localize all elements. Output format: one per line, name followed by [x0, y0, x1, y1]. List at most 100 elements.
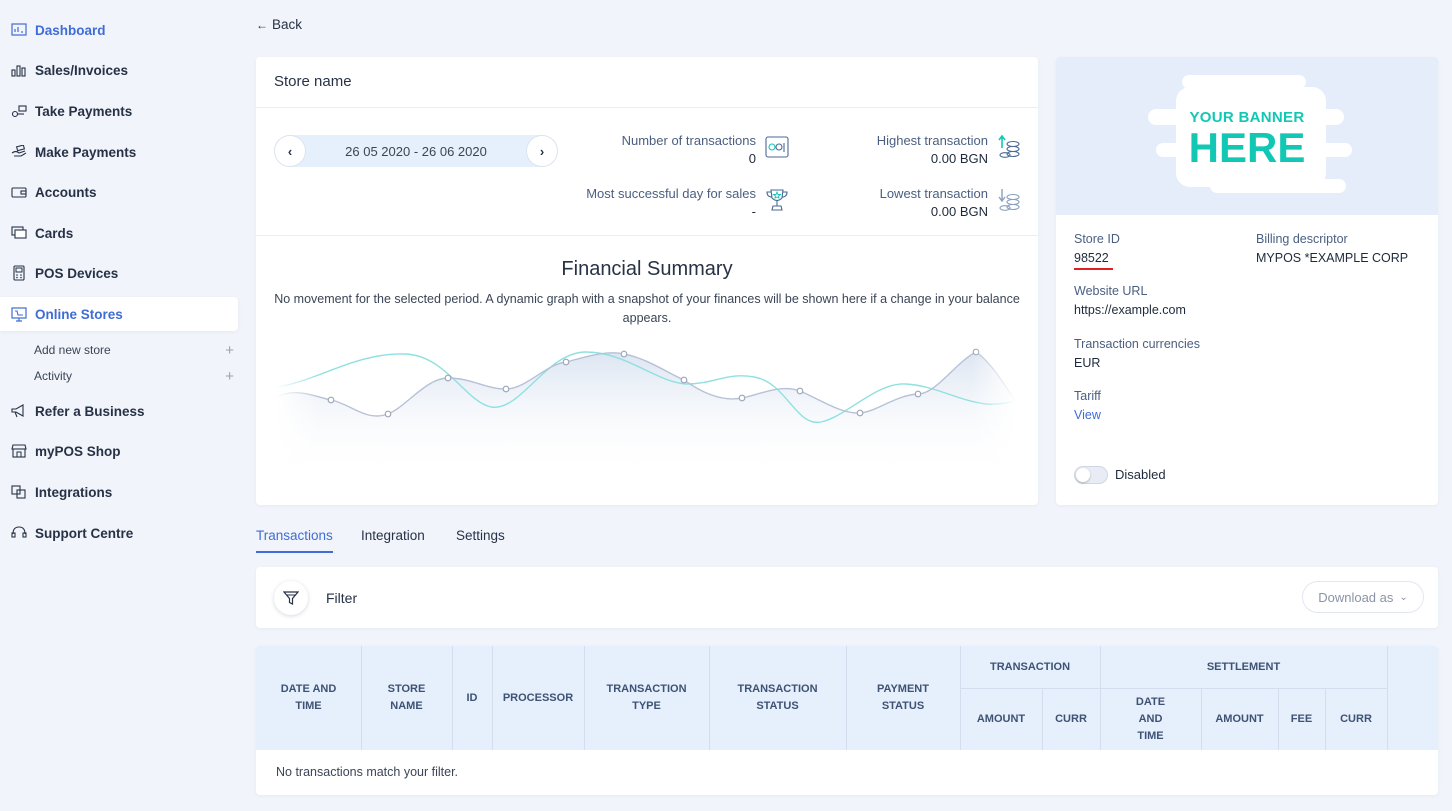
col-settlement-amount[interactable]: AMOUNT [1215, 712, 1264, 725]
financial-summary-text: No movement for the selected period. A d… [274, 292, 1020, 325]
divider [256, 235, 1038, 236]
website-url-label: Website URL [1074, 284, 1148, 298]
download-as-label: Download as [1318, 589, 1394, 605]
store-summary-card: Store name ‹ 26 05 2020 - 26 06 2020 › N… [256, 57, 1038, 505]
sidebar: Dashboard Sales/Invoices Take Payments M… [0, 0, 238, 811]
column-divider [584, 646, 585, 750]
calculator-icon [764, 134, 790, 160]
plus-icon[interactable]: + [225, 367, 234, 385]
sidebar-item-label: POS Devices [35, 265, 119, 281]
col-store-name[interactable]: STORE NAME [387, 683, 426, 712]
tariff-view-link[interactable]: View [1074, 408, 1101, 422]
date-range-picker[interactable]: ‹ 26 05 2020 - 26 06 2020 › [274, 135, 558, 167]
payments-in-icon [10, 103, 27, 120]
col-transaction-type[interactable]: TRANSACTION TYPE [606, 683, 687, 712]
transactions-table: DATE AND TIME STORE NAME ID PROCESSOR TR… [256, 646, 1438, 795]
col-settlement-fee[interactable]: FEE [1290, 712, 1313, 725]
sidebar-item-cards[interactable]: Cards [0, 216, 238, 250]
column-divider [1325, 688, 1326, 750]
col-settlement-curr[interactable]: CURR [1340, 712, 1372, 725]
filter-bar: Filter Download as ⌄ [256, 567, 1438, 628]
sidebar-item-online-stores[interactable]: Online Stores [0, 297, 238, 331]
sidebar-item-label: Integrations [35, 484, 113, 500]
col-group-transaction: TRANSACTION [989, 660, 1071, 673]
integrations-icon [10, 484, 27, 501]
dashboard-icon [10, 22, 27, 39]
col-date-and-time[interactable]: DATE AND TIME [280, 683, 337, 712]
store-id-value: 98522 [1074, 251, 1109, 265]
megaphone-icon [10, 403, 27, 420]
sidebar-item-take-payments[interactable]: Take Payments [0, 94, 238, 128]
sidebar-item-integrations[interactable]: Integrations [0, 475, 238, 509]
col-transaction-status[interactable]: TRANSACTION STATUS [737, 683, 818, 712]
col-transaction-amount[interactable]: AMOUNT [976, 712, 1026, 725]
trophy-icon [764, 187, 790, 213]
bar-chart-icon [10, 62, 27, 79]
chevron-right-icon[interactable]: › [526, 135, 558, 167]
chevron-left-icon[interactable]: ‹ [274, 135, 306, 167]
column-divider [709, 646, 710, 750]
financial-summary-title: Financial Summary [561, 258, 733, 280]
store-title: Store name [256, 57, 1038, 108]
sidebar-subitem-activity[interactable]: Activity + [34, 365, 234, 387]
website-url-value: https://example.com [1074, 303, 1186, 317]
filter-button[interactable] [274, 581, 308, 615]
sidebar-item-refer-a-business[interactable]: Refer a Business [0, 394, 238, 428]
cloud-icon [1148, 75, 1352, 193]
col-settlement-date-and-time[interactable]: DATE AND TIME [1135, 695, 1166, 742]
sidebar-item-label: Sales/Invoices [35, 62, 129, 78]
back-label: Back [272, 17, 303, 32]
sidebar-item-sales-invoices[interactable]: Sales/Invoices [0, 53, 238, 87]
sidebar-item-make-payments[interactable]: Make Payments [0, 135, 238, 169]
coins-up-icon [996, 134, 1022, 160]
sidebar-item-label: Refer a Business [35, 403, 145, 419]
sidebar-item-accounts[interactable]: Accounts [0, 175, 238, 209]
col-group-settlement: SETTLEMENT [1206, 660, 1281, 673]
sidebar-item-label: myPOS Shop [35, 443, 121, 459]
stat-label: Most successful day for sales [586, 186, 756, 201]
headset-icon [10, 525, 27, 542]
column-divider [846, 646, 847, 750]
row-divider [960, 688, 1387, 689]
sidebar-item-label: Online Stores [35, 306, 123, 322]
column-divider [492, 646, 493, 750]
coins-down-icon [996, 187, 1022, 213]
sidebar-item-dashboard[interactable]: Dashboard [0, 13, 238, 47]
billing-descriptor-value: MYPOS *EXAMPLE CORP [1256, 251, 1409, 265]
column-divider [1201, 688, 1202, 750]
column-divider [1278, 688, 1279, 750]
empty-state-text: No transactions match your filter. [276, 765, 459, 779]
sidebar-item-label: Accounts [35, 184, 97, 200]
subitem-label: Add new store [34, 343, 111, 357]
sidebar-item-label: Cards [35, 225, 74, 241]
stat-lowest-transaction: Lowest transaction 0.00 BGN [880, 186, 988, 219]
download-as-dropdown[interactable]: Download as ⌄ [1302, 581, 1424, 613]
back-link[interactable]: ← Back [256, 17, 302, 32]
col-transaction-curr[interactable]: CURR [1055, 712, 1087, 725]
shop-icon [10, 443, 27, 460]
tab-settings[interactable]: Settings [456, 528, 505, 543]
tab-transactions[interactable]: Transactions [256, 528, 333, 553]
store-info-card: YOUR BANNER HERE Store ID 98522 Billing … [1056, 57, 1438, 505]
pos-device-icon [10, 265, 27, 282]
tab-integration[interactable]: Integration [361, 528, 425, 543]
stat-highest-transaction: Highest transaction 0.00 BGN [877, 133, 988, 166]
store-id-label: Store ID [1074, 232, 1120, 246]
store-status-toggle[interactable] [1074, 466, 1108, 484]
col-processor[interactable]: PROCESSOR [502, 691, 574, 704]
cards-icon [10, 225, 27, 242]
sidebar-item-mypos-shop[interactable]: myPOS Shop [0, 434, 238, 468]
billing-descriptor-label: Billing descriptor [1256, 232, 1348, 246]
sidebar-item-pos-devices[interactable]: POS Devices [0, 256, 238, 290]
col-payment-status[interactable]: PAYMENT STATUS [877, 683, 929, 712]
stat-value: 0 [748, 151, 756, 166]
sidebar-item-label: Take Payments [35, 103, 133, 119]
sidebar-item-support-centre[interactable]: Support Centre [0, 516, 238, 550]
filter-label: Filter [326, 590, 358, 606]
col-id[interactable]: ID [466, 691, 478, 704]
sidebar-item-label: Support Centre [35, 525, 134, 541]
chevron-down-icon: ⌄ [1399, 591, 1408, 603]
plus-icon[interactable]: + [225, 341, 234, 359]
sidebar-subitem-add-new-store[interactable]: Add new store + [34, 339, 234, 361]
stat-label: Lowest transaction [879, 186, 988, 201]
